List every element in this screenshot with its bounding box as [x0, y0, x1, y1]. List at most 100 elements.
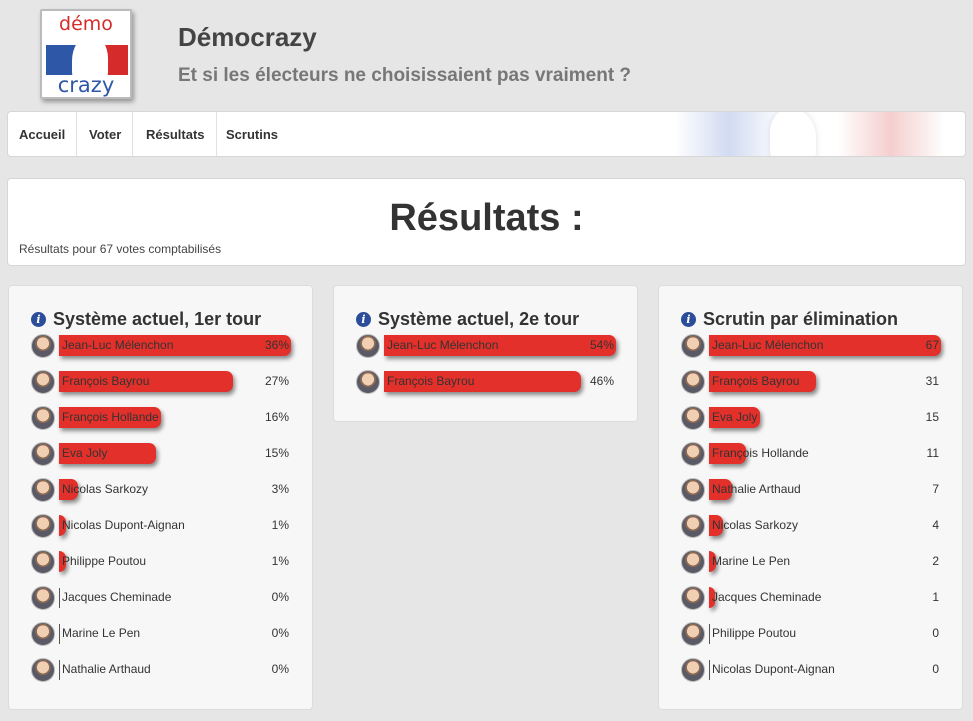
candidate-name: François Hollande: [62, 410, 159, 424]
site-tagline: Et si les électeurs ne choisissaient pas…: [178, 65, 632, 86]
panel-title: i Système actuel, 1er tour: [31, 308, 261, 330]
result-bar: [709, 371, 816, 392]
candidate-row: François Hollande 11: [681, 442, 939, 470]
candidate-row: Nathalie Arthaud 0%: [31, 658, 289, 686]
candidate-row: Nicolas Dupont-Aignan 1%: [31, 514, 289, 542]
candidate-name: Nicolas Sarkozy: [712, 518, 799, 532]
candidate-avatar: [681, 514, 705, 538]
result-bar: [709, 515, 723, 536]
candidate-score: 16%: [264, 410, 289, 424]
candidate-name: Nicolas Sarkozy: [62, 482, 149, 496]
candidate-avatar: [681, 334, 705, 358]
candidate-name: Nicolas Dupont-Aignan: [62, 518, 185, 532]
candidate-score: 1%: [271, 518, 289, 532]
candidate-row: Jean-Luc Mélenchon 36%: [31, 334, 291, 362]
candidate-score: 0%: [271, 590, 289, 604]
candidate-score: 4: [932, 518, 939, 532]
candidate-name: Jean-Luc Mélenchon: [387, 338, 499, 352]
result-bar: [59, 407, 161, 428]
candidate-name: Marine Le Pen: [712, 554, 791, 568]
panel-first-round: i Système actuel, 1er tour Jean-Luc Mélen…: [8, 285, 313, 710]
candidate-row: Jean-Luc Mélenchon 54%: [356, 334, 616, 362]
candidate-score: 31: [925, 374, 939, 388]
vote-count: Résultats pour 67 votes comptabilisés: [19, 242, 222, 256]
candidate-row: Marine Le Pen 2: [681, 550, 939, 578]
panel-title-text: Système actuel, 1er tour: [53, 309, 262, 329]
main-nav: Accueil Voter Résultats Scrutins: [7, 111, 966, 157]
candidate-score: 0%: [271, 662, 289, 676]
candidate-name: Jacques Cheminade: [62, 590, 172, 604]
candidate-score: 46%: [589, 374, 614, 388]
result-bar-empty: [59, 660, 60, 680]
candidate-row: Philippe Poutou 0: [681, 622, 939, 650]
candidate-score: 3%: [271, 482, 289, 496]
candidate-score: 0: [932, 626, 939, 640]
candidate-avatar: [681, 370, 705, 394]
nav-item-accueil[interactable]: Accueil: [8, 112, 78, 156]
logo-word-bottom: crazy: [57, 73, 115, 97]
panel-title-text: Scrutin par élimination: [703, 309, 899, 329]
candidate-score: 54%: [589, 338, 614, 352]
candidate-name: Nathalie Arthaud: [712, 482, 801, 496]
panel-elimination: i Scrutin par élimination Jean-Luc Mélenc…: [658, 285, 963, 710]
result-bar-empty: [59, 624, 60, 644]
candidate-name: François Bayrou: [62, 374, 150, 388]
candidate-score: 15: [925, 410, 939, 424]
candidate-row: François Bayrou 46%: [356, 370, 614, 398]
result-bar: [709, 587, 715, 608]
info-icon[interactable]: i: [356, 312, 371, 327]
candidate-avatar: [31, 370, 55, 394]
result-bar: [59, 515, 66, 536]
candidate-score: 0: [932, 662, 939, 676]
candidate-avatar: [31, 406, 55, 430]
candidate-name: Eva Joly: [62, 446, 108, 460]
candidate-avatar: [681, 478, 705, 502]
candidate-row: François Bayrou 27%: [31, 370, 289, 398]
result-bar-empty: [709, 660, 710, 680]
result-bar: [709, 551, 716, 572]
result-bar: [384, 371, 581, 392]
candidate-avatar: [31, 442, 55, 466]
candidate-row: Philippe Poutou 1%: [31, 550, 289, 578]
candidate-avatar: [681, 406, 705, 430]
result-bar: [59, 551, 66, 572]
panel-title: i Scrutin par élimination: [681, 308, 898, 330]
nav-item-resultats[interactable]: Résultats: [135, 112, 217, 156]
panel-title-text: Système actuel, 2e tour: [378, 309, 580, 329]
candidate-avatar: [356, 334, 380, 358]
nav-item-scrutins[interactable]: Scrutins: [226, 127, 279, 142]
site-logo[interactable]: démo crazy: [40, 9, 132, 99]
candidate-avatar: [681, 586, 705, 610]
nav-item-voter[interactable]: Voter: [78, 112, 134, 156]
result-bar: [709, 443, 746, 464]
candidate-score: 27%: [264, 374, 289, 388]
info-icon[interactable]: i: [681, 312, 696, 327]
result-bar: [709, 407, 760, 428]
candidate-name: François Bayrou: [712, 374, 800, 388]
logo-word-top: démo: [59, 13, 113, 35]
candidate-row: Nicolas Sarkozy 4: [681, 514, 939, 542]
panel-title: i Système actuel, 2e tour: [356, 308, 579, 330]
result-bar: [59, 479, 78, 500]
page-title: Résultats :: [389, 197, 584, 239]
candidate-row: Jean-Luc Mélenchon 67: [681, 334, 941, 362]
candidate-avatar: [681, 658, 705, 682]
panel-second-round: i Système actuel, 2e tour Jean-Luc Mélenc…: [333, 285, 638, 422]
result-bar: [59, 443, 156, 464]
candidate-avatar: [31, 550, 55, 574]
candidate-avatar: [31, 514, 55, 538]
candidate-name: Philippe Poutou: [712, 626, 797, 640]
info-icon[interactable]: i: [31, 312, 46, 327]
site-title: Démocrazy: [178, 22, 317, 52]
candidate-name: Philippe Poutou: [62, 554, 147, 568]
candidate-name: François Hollande: [712, 446, 809, 460]
result-bar: [384, 335, 616, 356]
candidate-row: François Bayrou 31: [681, 370, 939, 398]
candidate-score: 1: [932, 590, 939, 604]
candidate-row: Eva Joly 15%: [31, 442, 289, 470]
candidate-avatar: [681, 442, 705, 466]
candidate-row: Jacques Cheminade 1: [681, 586, 939, 614]
candidate-row: François Hollande 16%: [31, 406, 289, 434]
candidate-name: Jacques Cheminade: [712, 590, 822, 604]
candidate-name: Nicolas Dupont-Aignan: [712, 662, 835, 676]
